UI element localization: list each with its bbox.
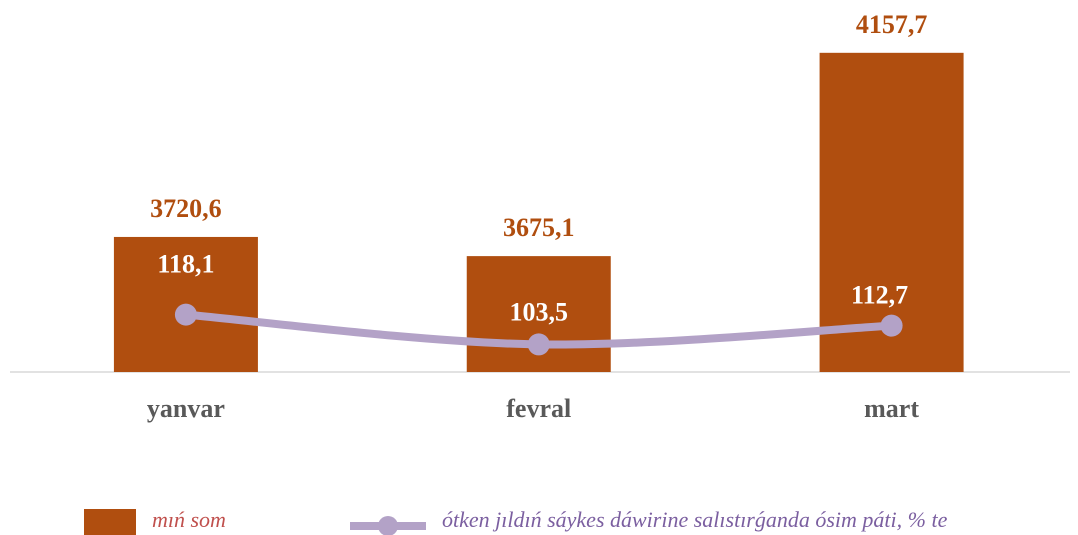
line-marker — [174, 303, 197, 326]
line-value-label: 118,1 — [157, 250, 214, 279]
x-tick-label: yanvar — [147, 394, 225, 423]
line-value-label: 103,5 — [510, 297, 569, 326]
legend-marker — [378, 516, 398, 535]
bar-value-label: 4157,7 — [856, 10, 928, 39]
line-marker — [527, 333, 550, 356]
x-tick-label: mart — [864, 394, 919, 423]
line-marker — [880, 314, 903, 337]
legend-label: mıń som — [152, 507, 226, 532]
x-tick-label: fevral — [506, 394, 571, 423]
bar-value-label: 3675,1 — [503, 213, 575, 242]
bar-value-label: 3720,6 — [150, 194, 222, 223]
line-value-label: 112,7 — [851, 281, 908, 310]
legend-swatch — [84, 509, 136, 535]
legend-label: ótken jıldıń sáykes dáwirine salıstırǵan… — [442, 507, 948, 532]
